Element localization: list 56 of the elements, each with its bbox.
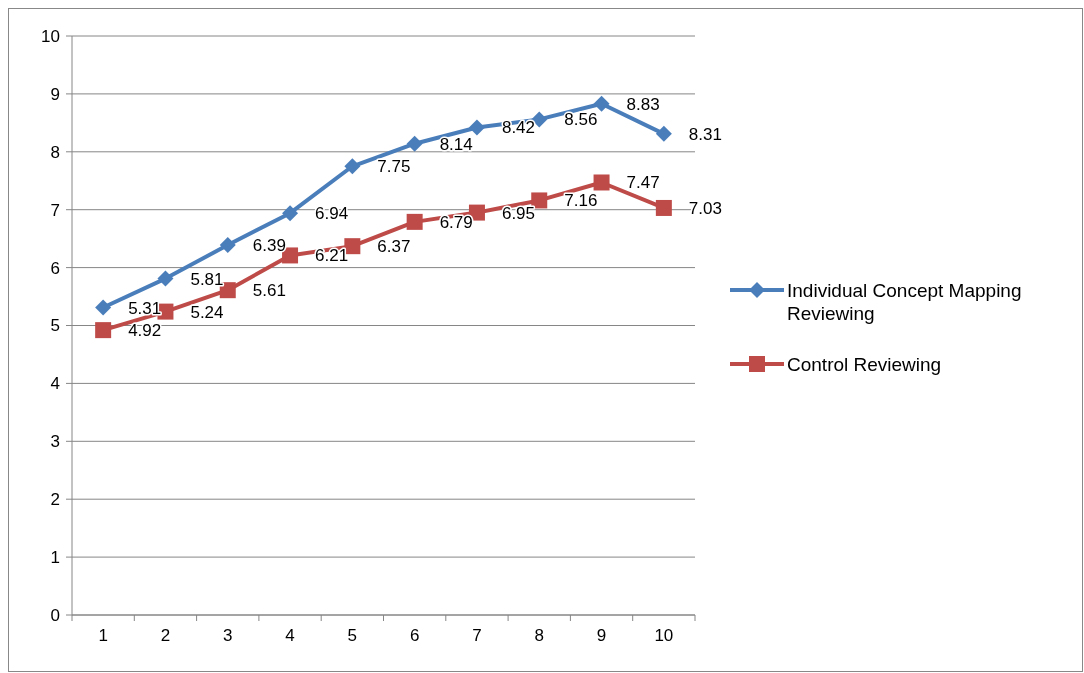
data-label: 8.42 <box>501 118 536 138</box>
x-tick-label: 3 <box>223 626 233 645</box>
y-tick-label: 6 <box>50 258 60 278</box>
x-tick-label: 1 <box>98 626 108 645</box>
data-label: 6.37 <box>377 237 411 257</box>
point <box>406 135 423 152</box>
point <box>593 174 610 191</box>
point <box>593 95 610 112</box>
y-tick-label: 0 <box>50 605 60 625</box>
point <box>157 270 174 287</box>
point <box>282 205 299 222</box>
data-label: 5.81 <box>190 269 224 289</box>
x-tick-label: 2 <box>160 626 171 645</box>
point <box>531 192 548 209</box>
legend-label: Control Reviewing <box>787 353 942 375</box>
y-tick-label: 8 <box>50 142 60 162</box>
data-label: 8.83 <box>626 94 660 114</box>
point <box>655 125 672 142</box>
y-tick-label: 2 <box>50 490 60 510</box>
data-label: 5.24 <box>190 302 224 322</box>
point <box>95 299 112 316</box>
data-label: 8.56 <box>564 110 598 130</box>
x-tick-label: 9 <box>596 626 607 645</box>
x-tick-label: 6 <box>409 626 420 645</box>
y-tick-label: 5 <box>50 316 60 336</box>
point <box>95 322 112 339</box>
point <box>219 237 236 254</box>
point <box>406 213 423 230</box>
data-label: 5.61 <box>252 281 286 301</box>
y-tick-label: 9 <box>50 84 60 104</box>
point <box>344 158 361 175</box>
x-tick-label: 4 <box>285 626 295 645</box>
x-tick-label: 10 <box>654 626 674 645</box>
point <box>655 199 672 216</box>
data-label: 8.31 <box>688 124 722 144</box>
data-label: 6.79 <box>439 212 473 232</box>
data-label: 6.39 <box>252 235 286 255</box>
y-tick-label: 7 <box>50 200 60 220</box>
data-label: 4.92 <box>128 321 162 341</box>
data-label: 8.14 <box>439 134 473 154</box>
data-label: 7.16 <box>564 191 598 211</box>
legend-label: Individual Concept Mapping Reviewing <box>787 279 1022 325</box>
data-label: 7.75 <box>377 157 411 177</box>
data-label: 6.21 <box>315 246 349 266</box>
x-tick-label: 8 <box>534 626 544 645</box>
y-tick-label: 10 <box>41 26 60 46</box>
y-tick-label: 3 <box>50 432 60 452</box>
x-tick-label: 7 <box>472 626 482 645</box>
data-label: 7.03 <box>688 198 722 218</box>
y-tick-label: 1 <box>50 548 60 568</box>
data-label: 6.94 <box>315 204 349 224</box>
x-tick-label: 5 <box>347 626 358 645</box>
data-label: 7.47 <box>626 173 660 193</box>
point <box>468 119 485 136</box>
data-label: 6.95 <box>501 203 536 223</box>
y-tick-label: 4 <box>50 374 60 394</box>
